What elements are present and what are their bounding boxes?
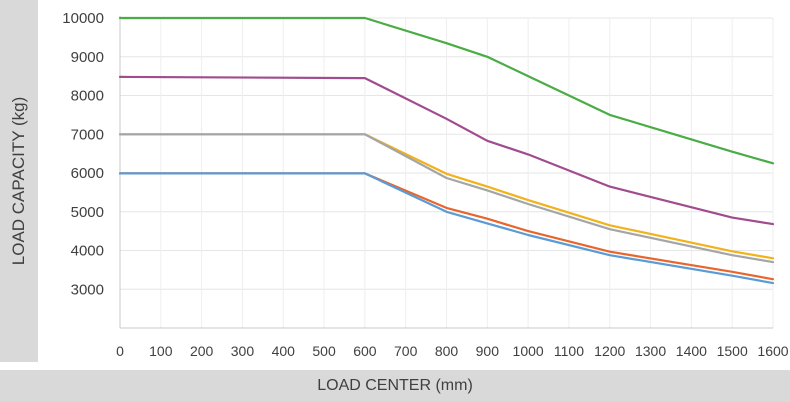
- x-axis-label-band: LOAD CENTER (mm): [0, 370, 790, 402]
- x-tick-label: 800: [435, 343, 459, 359]
- x-axis-label: LOAD CENTER (mm): [317, 377, 473, 394]
- y-tick-label: 4000: [71, 243, 104, 260]
- y-tick-label: 7000: [71, 126, 104, 143]
- x-tick-label: 400: [272, 343, 296, 359]
- x-tick-label: 1500: [717, 343, 748, 359]
- series-line-2: [118, 75, 775, 226]
- x-tick-label: 100: [149, 343, 173, 359]
- series-line-6: [118, 172, 775, 285]
- y-tick-labels: 3000 4000 5000 6000 7000 8000 9000 10000: [62, 10, 104, 298]
- series-line-4: [118, 133, 775, 264]
- x-tick-label: 300: [231, 343, 255, 359]
- y-tick-label: 6000: [71, 165, 104, 182]
- series-line-1: [118, 16, 775, 165]
- x-tick-label: 1300: [635, 343, 666, 359]
- y-tick-label: 10000: [62, 10, 104, 27]
- x-tick-label: 1100: [554, 343, 584, 359]
- x-tick-label: 1000: [513, 343, 544, 359]
- axes: [119, 16, 773, 329]
- line-chart: 3000 4000 5000 6000 7000 8000 9000 10000 0 100 20…: [62, 10, 789, 359]
- y-tick-label: 8000: [71, 88, 104, 105]
- x-tick-label: 500: [312, 343, 336, 359]
- x-tick-label: 1600: [757, 343, 788, 359]
- x-tick-label: 700: [394, 343, 418, 359]
- y-tick-label: 5000: [71, 204, 104, 221]
- x-tick-label: 1200: [594, 343, 625, 359]
- x-tick-label: 0: [116, 343, 124, 359]
- x-tick-label: 200: [190, 343, 214, 359]
- x-tick-labels: 0 100 200 300 400 500 600 700 800 900 1000 1100 1200…: [116, 343, 789, 359]
- y-axis-label-band: LOAD CAPACITY (kg): [0, 0, 38, 362]
- x-tick-label: 900: [476, 343, 500, 359]
- y-tick-label: 3000: [71, 281, 104, 298]
- x-tick-label: 600: [353, 343, 377, 359]
- x-tick-label: 1400: [676, 343, 707, 359]
- series-group: [118, 16, 775, 285]
- y-tick-label: 9000: [71, 49, 104, 66]
